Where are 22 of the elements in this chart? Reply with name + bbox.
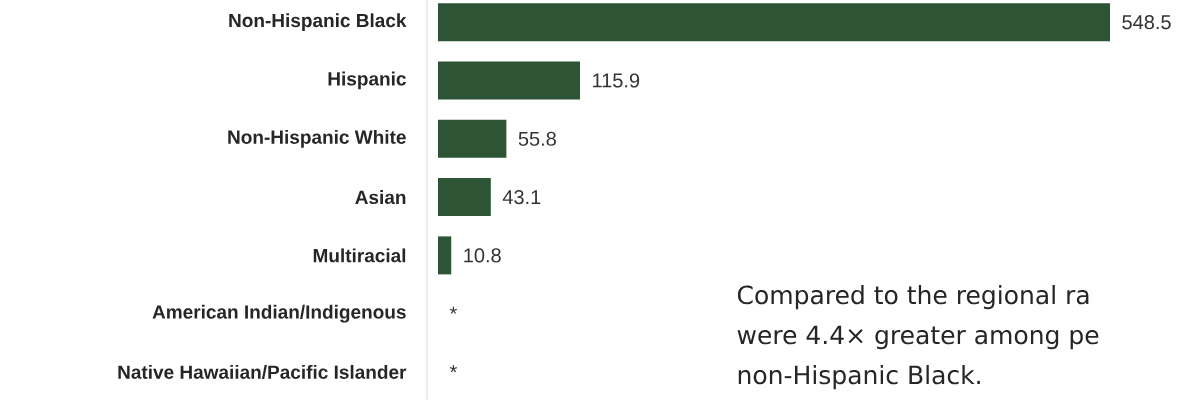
y-tick-label: Non-Hispanic White [228, 129, 406, 148]
bar [438, 119, 507, 158]
data-label: 10.8 [464, 248, 501, 263]
annotation: Compared to the regional ra [737, 285, 1089, 310]
y-tick-label: Native Hawaiian/Pacific Islander [118, 364, 407, 380]
data-label: 548.5 [1122, 15, 1171, 30]
data-label: 55.8 [518, 131, 556, 146]
y-tick-label: Multiracial [313, 248, 406, 263]
text: * [449, 306, 457, 314]
annotation: were 4.4× greater among pe [737, 325, 1099, 350]
annotation: non-Hispanic Black. [738, 365, 980, 390]
y-tick-label: American Indian/Indigenous [152, 304, 406, 323]
data-label: 115.9 [593, 73, 640, 88]
y-tick-label: Hispanic [328, 71, 406, 90]
data-label: 43.1 [502, 190, 541, 205]
text: * [449, 365, 457, 373]
y-tick-label: Asian [355, 190, 406, 205]
bar [438, 3, 1111, 42]
bar [438, 61, 580, 100]
bar [438, 178, 491, 217]
y-tick-label: Non-Hispanic Black [229, 13, 407, 31]
bar [438, 236, 452, 275]
